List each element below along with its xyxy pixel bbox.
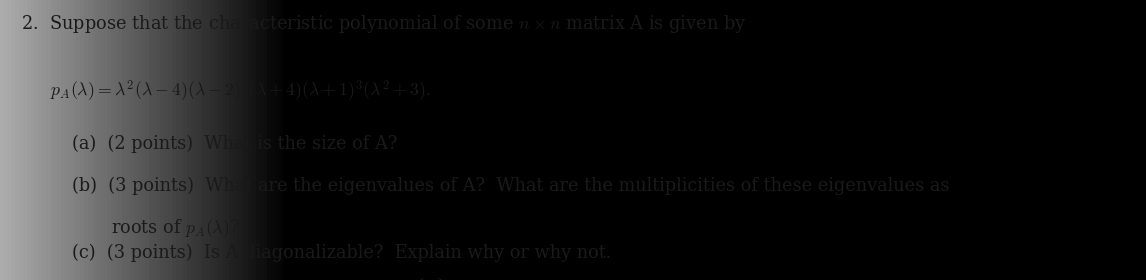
- Text: $p_A(\lambda) = \lambda^2(\lambda - 4)(\lambda - 2)^3(\lambda + 4)(\lambda + 1)^: $p_A(\lambda) = \lambda^2(\lambda - 4)(\…: [50, 78, 431, 104]
- Text: (c)  (3 points)  Is A diagonalizable?  Explain why or why not.: (c) (3 points) Is A diagonalizable? Expl…: [72, 244, 612, 262]
- Text: (d)  (2 points)  True or False:  Nul $A = \{0\}$.: (d) (2 points) True or False: Nul $A = \…: [72, 276, 452, 280]
- Text: roots of $p_A(\lambda)$?: roots of $p_A(\lambda)$?: [111, 217, 240, 240]
- Text: (a)  (2 points)  What is the size of A?: (a) (2 points) What is the size of A?: [72, 134, 398, 153]
- Text: 2.  Suppose that the characteristic polynomial of some $n \times n$ matrix A is : 2. Suppose that the characteristic polyn…: [21, 13, 746, 35]
- Text: (b)  (3 points)  What are the eigenvalues of A?  What are the multiplicities of : (b) (3 points) What are the eigenvalues …: [72, 176, 950, 195]
